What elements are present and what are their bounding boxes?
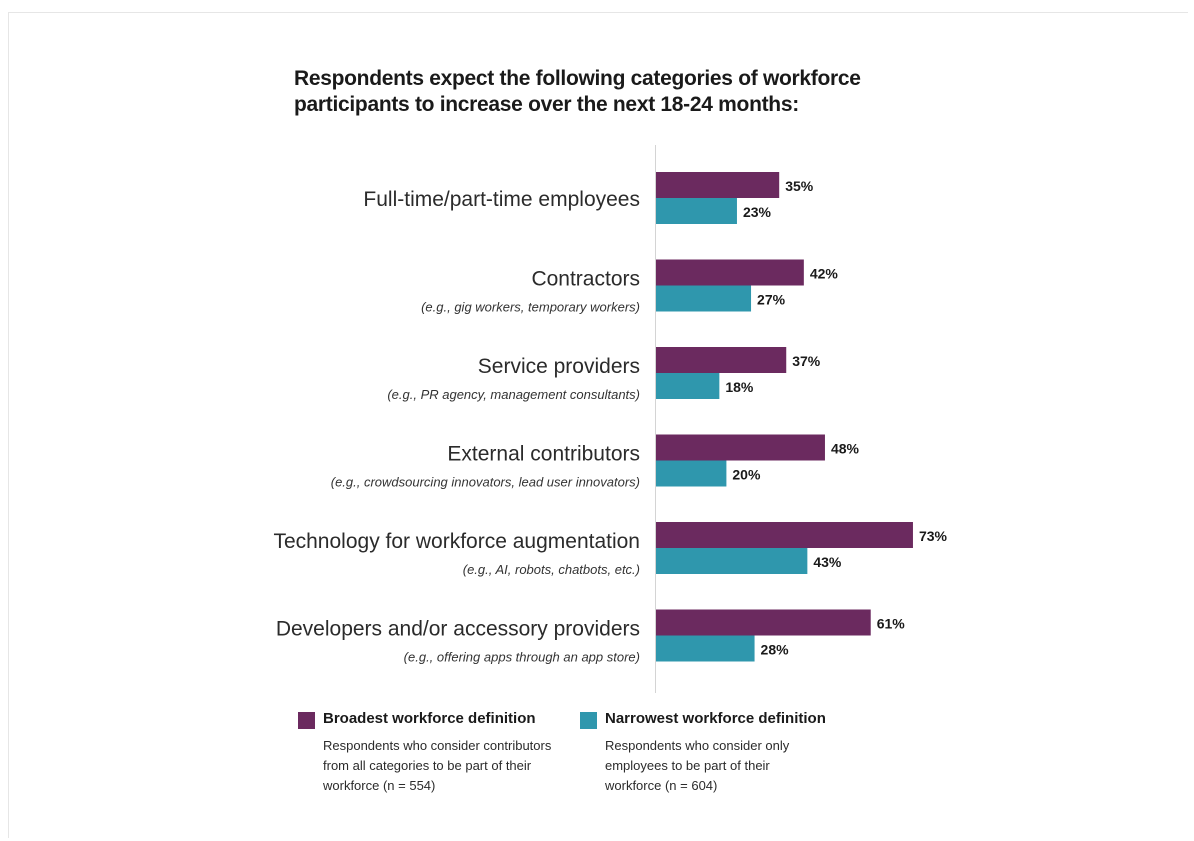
bar-narrowest: [656, 635, 755, 662]
data-label-broadest: 35%: [785, 178, 814, 194]
chart-title: Respondents expect the following categor…: [294, 66, 914, 118]
bar-narrowest: [656, 285, 752, 312]
bar-broadest: [656, 347, 787, 373]
category-note: (e.g., AI, robots, chatbots, etc.): [463, 562, 640, 577]
category-label: Service providers: [478, 355, 640, 378]
legend-label-broadest: Broadest workforce definition: [323, 710, 536, 727]
figure-frame: [8, 12, 1188, 838]
data-label-narrowest: 20%: [732, 467, 761, 483]
category-label: Developers and/or accessory providers: [276, 618, 640, 641]
bar-narrowest: [656, 460, 727, 487]
chart-title-line-2: participants to increase over the next 1…: [294, 93, 799, 116]
data-label-narrowest: 23%: [743, 204, 772, 220]
legend-desc-narrowest: Respondents who consider only employees …: [605, 738, 790, 793]
category-note: (e.g., offering apps through an app stor…: [404, 650, 640, 665]
bar-narrowest: [656, 373, 720, 399]
bar-broadest: [656, 522, 913, 548]
category-note: (e.g., PR agency, management consultants…: [387, 387, 640, 402]
data-label-broadest: 48%: [831, 441, 860, 457]
data-label-broadest: 61%: [877, 616, 906, 632]
data-label-broadest: 42%: [810, 266, 839, 282]
category-note: (e.g., crowdsourcing innovators, lead us…: [331, 475, 640, 490]
legend-desc-broadest: Respondents who consider contributors fr…: [323, 738, 552, 793]
data-label-broadest: 73%: [919, 528, 948, 544]
category-label: Technology for workforce augmentation: [273, 530, 640, 553]
bar-broadest: [656, 259, 804, 286]
category-label: Contractors: [531, 268, 640, 291]
bar-broadest: [656, 609, 871, 636]
legend-label-narrowest: Narrowest workforce definition: [605, 710, 826, 727]
data-label-narrowest: 27%: [757, 292, 786, 308]
data-label-narrowest: 28%: [761, 642, 790, 658]
chart-title-line-1: Respondents expect the following categor…: [294, 67, 861, 90]
category-label: Full-time/part-time employees: [363, 188, 640, 211]
bar-narrowest: [656, 198, 737, 224]
bar-narrowest: [656, 548, 808, 574]
data-label-narrowest: 18%: [725, 379, 754, 395]
data-label-narrowest: 43%: [813, 554, 842, 570]
bar-broadest: [656, 172, 780, 198]
legend-swatch-narrowest: [580, 712, 597, 729]
bar-broadest: [656, 434, 825, 461]
data-label-broadest: 37%: [792, 353, 821, 369]
category-note: (e.g., gig workers, temporary workers): [421, 300, 640, 315]
category-label: External contributors: [447, 443, 640, 466]
legend-swatch-broadest: [298, 712, 315, 729]
